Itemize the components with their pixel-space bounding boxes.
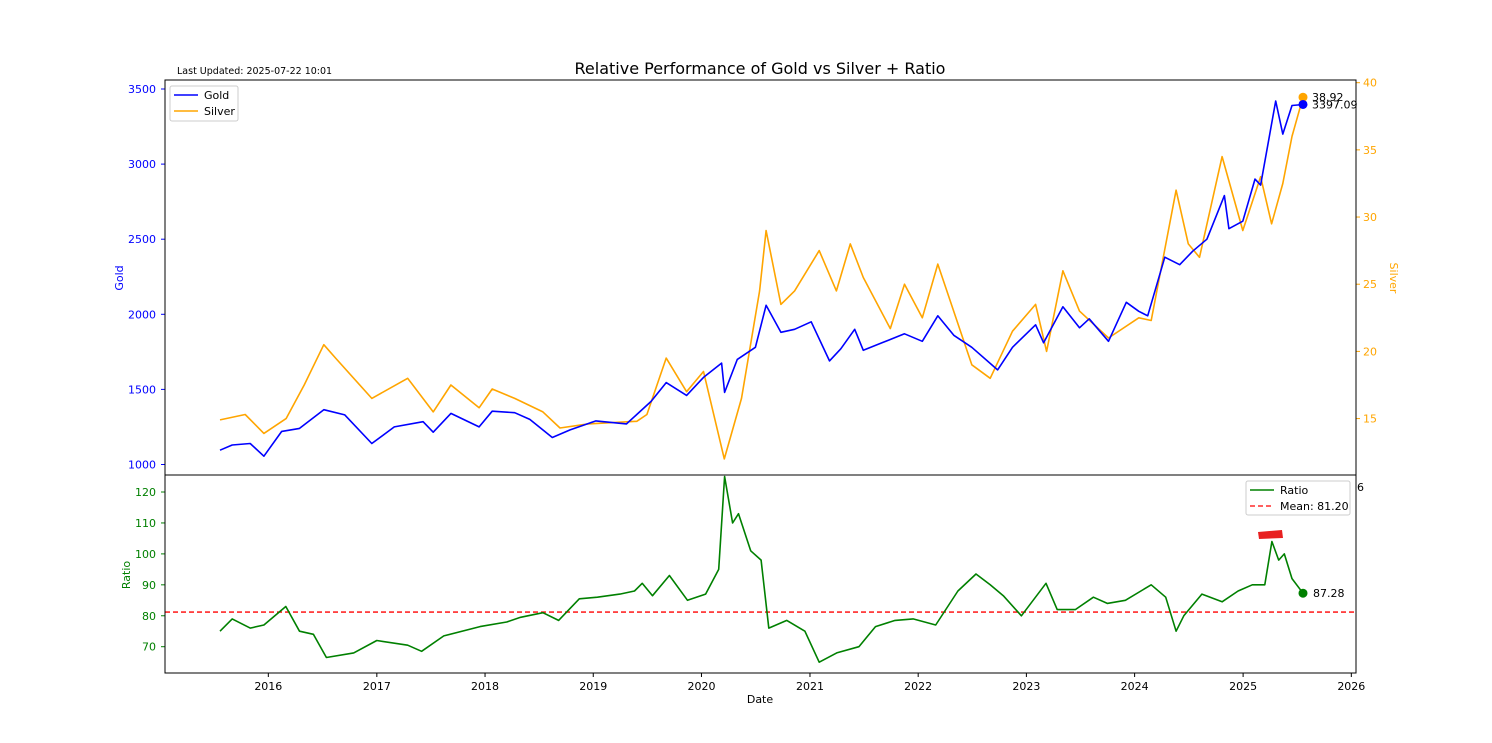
- ratio-tick-label: 80: [142, 610, 156, 623]
- date-tick-label: 2018: [471, 680, 499, 693]
- date-tick-label: 2022: [904, 680, 932, 693]
- gold-last-value-label: 3397.09: [1312, 98, 1358, 111]
- silver-tick-label: 40: [1363, 77, 1377, 90]
- date-tick-label: 2023: [1012, 680, 1040, 693]
- date-axis-ticks: 2016 2017 2018 2019 2020 2021 2022 2023 2024 2025…: [254, 673, 1365, 693]
- legend-silver-label: Silver: [204, 105, 235, 118]
- gold-tick-label: 2000: [128, 308, 156, 321]
- gold-last-point: [1298, 99, 1308, 109]
- gold-tick-label: 1500: [128, 383, 156, 396]
- legend-mean-label: Mean: 81.20: [1280, 500, 1349, 513]
- chart-title: Relative Performance of Gold vs Silver +…: [575, 59, 946, 78]
- ratio-tick-label: 90: [142, 579, 156, 592]
- gold-axis-label: Gold: [113, 265, 126, 290]
- silver-axis-ticks: 15 20 25 30 35 40: [1356, 77, 1377, 426]
- ratio-axis-label: Ratio: [120, 561, 133, 590]
- silver-tick-label: 15: [1363, 413, 1377, 426]
- date-tick-label: 2024: [1121, 680, 1149, 693]
- gold-axis-ticks: 1000 1500 2000 2500 3000 3500: [128, 83, 165, 471]
- ratio-panel-frame: [164, 474, 1357, 674]
- price-legend: Gold Silver: [169, 85, 239, 122]
- gold-tick-label: 2500: [128, 233, 156, 246]
- date-tick-label: 2020: [687, 680, 715, 693]
- stray-tick-label: 6: [1357, 481, 1364, 494]
- date-tick-label: 2026: [1337, 680, 1365, 693]
- date-axis-label: Date: [747, 693, 774, 706]
- silver-last-value-label: 38.92: [1312, 91, 1344, 104]
- ratio-panel: 70 80 90 100 110 120 2016 2017 2018 2019 2020 2021…: [120, 474, 1365, 706]
- ratio-axis-ticks: 70 80 90 100 110 120: [135, 486, 165, 654]
- silver-tick-label: 20: [1363, 345, 1377, 358]
- date-tick-label: 2017: [363, 680, 391, 693]
- silver-axis-label: Silver: [1387, 263, 1400, 294]
- date-tick-label: 2021: [796, 680, 824, 693]
- gold-tick-label: 1000: [128, 458, 156, 471]
- legend-gold-label: Gold: [204, 89, 229, 102]
- silver-last-point: [1298, 92, 1308, 102]
- gold-tick-label: 3000: [128, 158, 156, 171]
- silver-series-line: [219, 96, 1304, 460]
- ratio-last-point: [1298, 588, 1308, 598]
- ratio-tick-label: 100: [135, 548, 156, 561]
- gold-series-line: [219, 100, 1304, 458]
- silver-tick-label: 25: [1363, 278, 1377, 291]
- silver-tick-label: 30: [1363, 211, 1377, 224]
- ratio-last-value-label: 87.28: [1313, 587, 1345, 600]
- ratio-tick-label: 70: [142, 641, 156, 654]
- legend-ratio-label: Ratio: [1280, 484, 1309, 497]
- red-highlight-marker: [1258, 530, 1283, 539]
- silver-tick-label: 35: [1363, 144, 1377, 157]
- ratio-tick-label: 120: [135, 486, 156, 499]
- last-updated-label: Last Updated: 2025-07-22 10:01: [177, 66, 332, 77]
- date-tick-label: 2016: [254, 680, 282, 693]
- gold-tick-label: 3500: [128, 83, 156, 96]
- ratio-series-line: [219, 475, 1304, 664]
- ratio-tick-label: 110: [135, 517, 156, 530]
- date-tick-label: 2025: [1229, 680, 1257, 693]
- ratio-legend: Ratio Mean: 81.20: [1245, 480, 1351, 516]
- date-tick-label: 2019: [579, 680, 607, 693]
